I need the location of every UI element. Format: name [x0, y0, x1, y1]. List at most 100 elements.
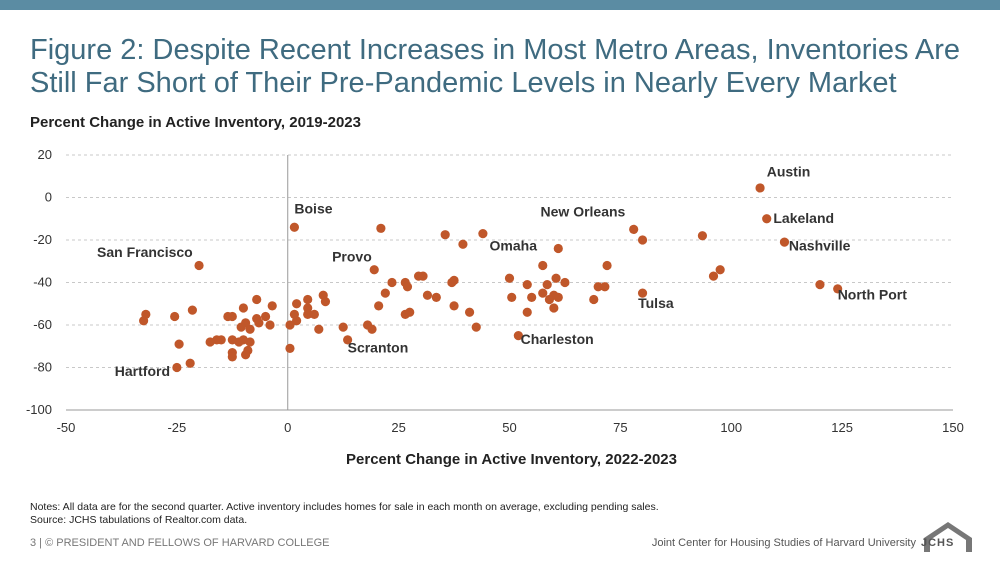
data-point: [205, 337, 215, 347]
data-point: [629, 224, 639, 234]
x-tick-label: 50: [502, 420, 516, 435]
y-tick-label: -60: [33, 317, 52, 332]
data-point: [507, 292, 517, 302]
metro-label: Scranton: [348, 340, 409, 356]
data-point: [387, 277, 397, 288]
data-point: [755, 183, 765, 193]
data-point: [405, 307, 415, 317]
x-tick-label: 150: [942, 420, 964, 435]
data-point: [464, 307, 475, 317]
data-point: [174, 339, 184, 349]
notes-line: Notes: All data are for the second quart…: [30, 501, 659, 513]
metro-label: Provo: [332, 248, 372, 264]
data-point: [440, 230, 450, 240]
metro-label: Lakeland: [773, 210, 834, 226]
x-tick-label: 25: [391, 420, 405, 435]
metro-label: Charleston: [521, 331, 594, 347]
data-point: [538, 260, 548, 271]
footer-copyright: 3 | © PRESIDENT AND FELLOWS OF HARVARD C…: [30, 537, 330, 549]
data-point: [637, 288, 648, 298]
data-point: [708, 271, 719, 281]
data-point: [303, 309, 313, 319]
data-point: [522, 307, 532, 317]
data-point: [589, 294, 599, 305]
data-point: [471, 322, 481, 332]
logo-text: JCHS: [921, 537, 955, 549]
x-tick-label: 75: [613, 420, 627, 435]
data-point: [544, 294, 555, 305]
slide-title: Figure 2: Despite Recent Increases in Mo…: [30, 34, 961, 99]
data-point: [447, 277, 457, 288]
data-point: [418, 271, 428, 281]
data-point: [369, 265, 379, 275]
chart-title: Percent Change in Active Inventory, 2019…: [30, 114, 361, 131]
data-point: [338, 322, 348, 332]
data-point: [320, 297, 331, 307]
notes: Notes: All data are for the second quart…: [30, 501, 659, 527]
x-tick-label: 100: [720, 420, 742, 435]
metro-label: Tulsa: [638, 295, 674, 311]
y-tick-label: -80: [33, 360, 52, 375]
data-point: [458, 239, 468, 249]
data-point: [527, 292, 537, 302]
x-tick-label: -50: [57, 420, 76, 435]
data-point: [367, 324, 377, 334]
metro-label: Boise: [294, 200, 332, 216]
data-point: [478, 229, 488, 239]
data-point: [762, 214, 772, 224]
data-point: [374, 301, 384, 311]
data-point: [170, 311, 180, 322]
data-point: [303, 303, 313, 313]
data-point: [560, 277, 570, 288]
data-point: [449, 301, 459, 311]
x-tick-label: -25: [167, 420, 186, 435]
data-point: [252, 314, 262, 324]
data-point: [504, 273, 515, 283]
data-point: [815, 280, 825, 290]
data-point: [380, 288, 390, 298]
data-point: [549, 303, 559, 313]
metro-label: Austin: [767, 163, 811, 179]
y-tick-label: -100: [26, 402, 52, 417]
data-point: [303, 294, 313, 305]
data-point: [238, 303, 248, 313]
y-tick-label: 20: [38, 147, 52, 162]
data-point: [779, 237, 790, 247]
data-point: [553, 243, 563, 254]
metro-label: San Francisco: [97, 244, 193, 260]
data-point: [267, 301, 277, 311]
data-point: [637, 235, 648, 245]
data-point: [285, 320, 295, 330]
data-point: [141, 309, 151, 319]
data-point: [513, 331, 523, 341]
data-point: [223, 311, 233, 322]
x-tick-label: 125: [831, 420, 853, 435]
source-line: Source: JCHS tabulations of Realtor.com …: [30, 514, 248, 526]
data-point: [600, 282, 610, 292]
metro-label: North Port: [838, 287, 908, 303]
data-point: [602, 260, 612, 271]
data-point: [260, 311, 271, 322]
x-axis-title: Percent Change in Active Inventory, 2022…: [346, 451, 677, 468]
data-point: [422, 290, 433, 300]
data-point: [185, 358, 195, 368]
data-point: [252, 294, 262, 305]
metro-label: Hartford: [115, 363, 170, 379]
data-point: [309, 309, 319, 319]
data-point: [172, 362, 182, 373]
data-point: [551, 273, 561, 283]
footer-organization: Joint Center for Housing Studies of Harv…: [651, 537, 916, 549]
data-point: [265, 320, 275, 330]
data-point: [833, 284, 843, 294]
y-tick-label: 0: [45, 190, 52, 205]
data-point: [227, 352, 237, 362]
metro-label: Nashville: [789, 238, 851, 254]
data-point: [236, 322, 246, 332]
data-point: [522, 280, 532, 290]
jchs-house-logo-icon: [924, 522, 972, 552]
y-tick-label: -40: [33, 275, 52, 290]
data-point: [402, 282, 413, 292]
data-point: [697, 231, 708, 241]
metro-label: Omaha: [490, 238, 538, 254]
